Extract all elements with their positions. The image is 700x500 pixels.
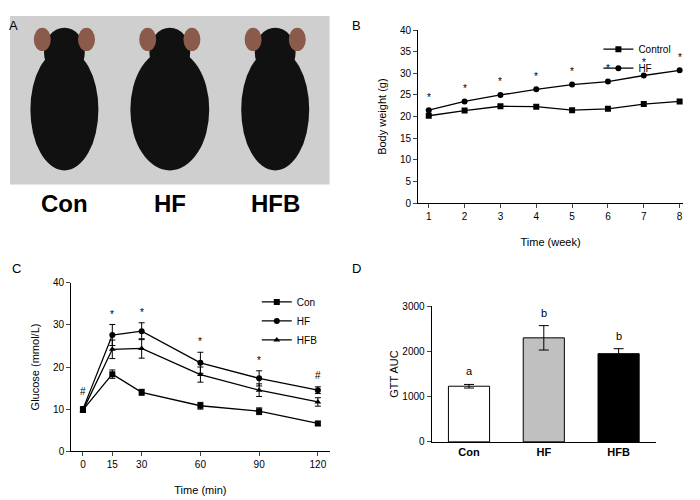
svg-text:D: D bbox=[352, 261, 361, 276]
svg-text:*: * bbox=[570, 66, 574, 77]
svg-text:Con: Con bbox=[458, 446, 480, 458]
svg-text:90: 90 bbox=[254, 459, 266, 470]
svg-text:20: 20 bbox=[53, 362, 65, 373]
svg-text:0: 0 bbox=[405, 198, 411, 209]
svg-text:30: 30 bbox=[400, 68, 412, 79]
svg-text:1: 1 bbox=[426, 211, 432, 222]
svg-text:*: * bbox=[678, 52, 682, 63]
svg-text:C: C bbox=[12, 261, 21, 276]
svg-text:HF: HF bbox=[154, 190, 186, 217]
svg-text:*: * bbox=[198, 336, 202, 347]
svg-text:25: 25 bbox=[400, 89, 412, 100]
svg-text:HF: HF bbox=[536, 446, 551, 458]
svg-text:5: 5 bbox=[569, 211, 575, 222]
svg-text:*: * bbox=[642, 57, 646, 68]
svg-text:GTT AUC: GTT AUC bbox=[388, 350, 400, 398]
svg-text:20: 20 bbox=[400, 111, 412, 122]
svg-text:Control: Control bbox=[638, 44, 670, 55]
svg-text:Time (min): Time (min) bbox=[174, 484, 226, 496]
svg-text:40: 40 bbox=[400, 25, 412, 36]
svg-text:*: * bbox=[140, 307, 144, 318]
svg-text:Con: Con bbox=[297, 297, 315, 308]
svg-text:*: * bbox=[606, 63, 610, 74]
svg-text:30: 30 bbox=[53, 319, 65, 330]
svg-text:7: 7 bbox=[641, 211, 647, 222]
svg-text:5: 5 bbox=[405, 176, 411, 187]
svg-text:A: A bbox=[9, 18, 18, 33]
svg-text:#: # bbox=[315, 370, 321, 381]
svg-text:15: 15 bbox=[107, 459, 119, 470]
svg-text:0: 0 bbox=[59, 446, 65, 457]
svg-text:8: 8 bbox=[677, 211, 683, 222]
svg-text:#: # bbox=[80, 386, 86, 397]
svg-text:15: 15 bbox=[400, 133, 412, 144]
svg-text:*: * bbox=[463, 83, 467, 94]
svg-text:0: 0 bbox=[419, 436, 425, 447]
svg-text:40: 40 bbox=[53, 277, 65, 288]
svg-text:Time (week): Time (week) bbox=[521, 236, 581, 248]
svg-text:0: 0 bbox=[80, 459, 86, 470]
svg-text:10: 10 bbox=[400, 154, 412, 165]
svg-text:60: 60 bbox=[195, 459, 207, 470]
svg-text:3000: 3000 bbox=[402, 301, 425, 312]
svg-text:4: 4 bbox=[533, 211, 539, 222]
svg-text:*: * bbox=[257, 355, 261, 366]
svg-text:*: * bbox=[534, 71, 538, 82]
svg-text:Glucose (mmol/L): Glucose (mmol/L) bbox=[29, 324, 41, 411]
svg-text:HF: HF bbox=[638, 63, 651, 74]
svg-text:120: 120 bbox=[310, 459, 327, 470]
svg-text:HFB: HFB bbox=[251, 190, 300, 217]
svg-text:*: * bbox=[427, 92, 431, 103]
svg-text:B: B bbox=[352, 18, 361, 33]
svg-text:2: 2 bbox=[462, 211, 468, 222]
svg-text:HFB: HFB bbox=[297, 335, 317, 346]
svg-text:b: b bbox=[541, 307, 547, 319]
svg-text:35: 35 bbox=[400, 46, 412, 57]
svg-text:6: 6 bbox=[605, 211, 611, 222]
svg-text:a: a bbox=[466, 365, 473, 377]
svg-text:10: 10 bbox=[53, 404, 65, 415]
svg-text:3: 3 bbox=[498, 211, 504, 222]
svg-text:1000: 1000 bbox=[402, 391, 425, 402]
svg-text:2000: 2000 bbox=[402, 346, 425, 357]
svg-text:*: * bbox=[110, 309, 114, 320]
svg-text:Con: Con bbox=[41, 190, 88, 217]
svg-text:HFB: HFB bbox=[607, 446, 630, 458]
svg-text:Body weight (g): Body weight (g) bbox=[376, 78, 388, 154]
svg-text:b: b bbox=[616, 330, 622, 342]
svg-text:*: * bbox=[498, 76, 502, 87]
svg-text:HF: HF bbox=[297, 316, 310, 327]
svg-text:30: 30 bbox=[136, 459, 148, 470]
